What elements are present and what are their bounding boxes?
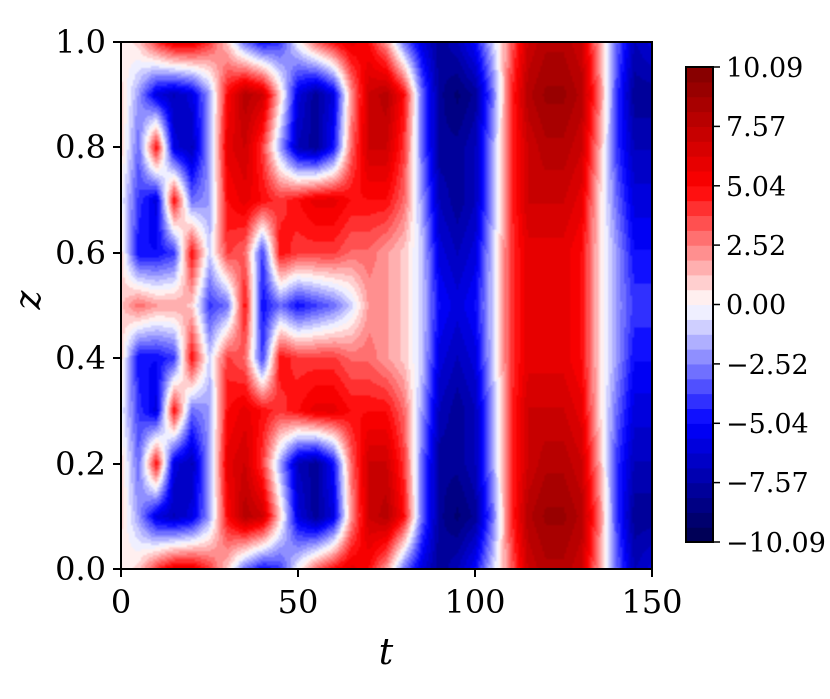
y-tick-label: 0.6 [55, 234, 106, 272]
y-tick-label: 0.2 [55, 445, 106, 483]
colorbar-band [686, 319, 713, 335]
colorbar-band [686, 67, 713, 83]
colorbar-band [686, 230, 713, 246]
colorbar-band [686, 245, 713, 261]
colorbar-band [686, 141, 713, 157]
colorbar-band [686, 482, 713, 499]
colorbar-band [686, 185, 713, 202]
colorbar-band [686, 259, 713, 276]
colorbar-band [686, 304, 713, 320]
colorbar-band [686, 467, 713, 484]
colorbar-band [686, 497, 713, 513]
colorbar: 10.09 7.57 5.04 2.52 0.00 −2.52 −5.04 −7… [685, 53, 826, 559]
y-axis-label: z [8, 289, 49, 310]
colorbar-tick-label: 10.09 [726, 53, 803, 84]
y-tick-label: 1.0 [55, 23, 106, 61]
colorbar-band [686, 512, 713, 528]
x-tick-label: 50 [278, 583, 319, 621]
contour-plot-area [120, 41, 653, 570]
contour-field [121, 42, 652, 569]
colorbar-band [686, 170, 713, 187]
colorbar-band [686, 274, 713, 291]
y-tick-label: 0.8 [55, 128, 106, 166]
plot-frame [120, 41, 653, 570]
colorbar-bands [686, 67, 713, 543]
x-tick-label: 100 [444, 583, 505, 621]
colorbar-band [686, 378, 713, 395]
y-tick-label: 0.4 [55, 339, 106, 377]
colorbar-band [686, 349, 713, 365]
x-tick-label: 150 [621, 583, 682, 621]
colorbar-tick-label: 7.57 [726, 112, 786, 143]
colorbar-band [686, 408, 713, 424]
colorbar-tick-label: 5.04 [726, 172, 786, 203]
colorbar-tick-label: −5.04 [726, 409, 809, 440]
x-axis: 0 50 100 150 t [111, 569, 683, 673]
colorbar-tick-label: 2.52 [726, 231, 786, 262]
y-axis: 0.0 0.2 0.4 0.6 0.8 1.0 z [8, 23, 121, 588]
colorbar-band [686, 393, 713, 409]
colorbar-band [686, 527, 713, 543]
colorbar-band [686, 438, 713, 454]
x-tick-label: 0 [111, 583, 131, 621]
colorbar-ticks: 10.09 7.57 5.04 2.52 0.00 −2.52 −5.04 −7… [713, 53, 826, 559]
colorbar-band [686, 423, 713, 439]
colorbar-band [686, 156, 713, 172]
colorbar-band [686, 289, 713, 306]
y-tick-label: 0.0 [55, 550, 106, 588]
colorbar-tick-label: −10.09 [726, 528, 826, 559]
colorbar-band [686, 452, 713, 469]
colorbar-band [686, 363, 713, 380]
colorbar-tick-label: −7.57 [726, 468, 809, 499]
colorbar-band [686, 200, 713, 217]
colorbar-band [686, 111, 713, 127]
colorbar-band [686, 96, 713, 113]
colorbar-band [686, 215, 713, 231]
colorbar-band [686, 334, 713, 350]
x-axis-label: t [379, 632, 394, 673]
colorbar-band [686, 81, 713, 98]
colorbar-band [686, 126, 713, 142]
colorbar-tick-label: 0.00 [726, 290, 786, 321]
colorbar-tick-label: −2.52 [726, 350, 809, 381]
